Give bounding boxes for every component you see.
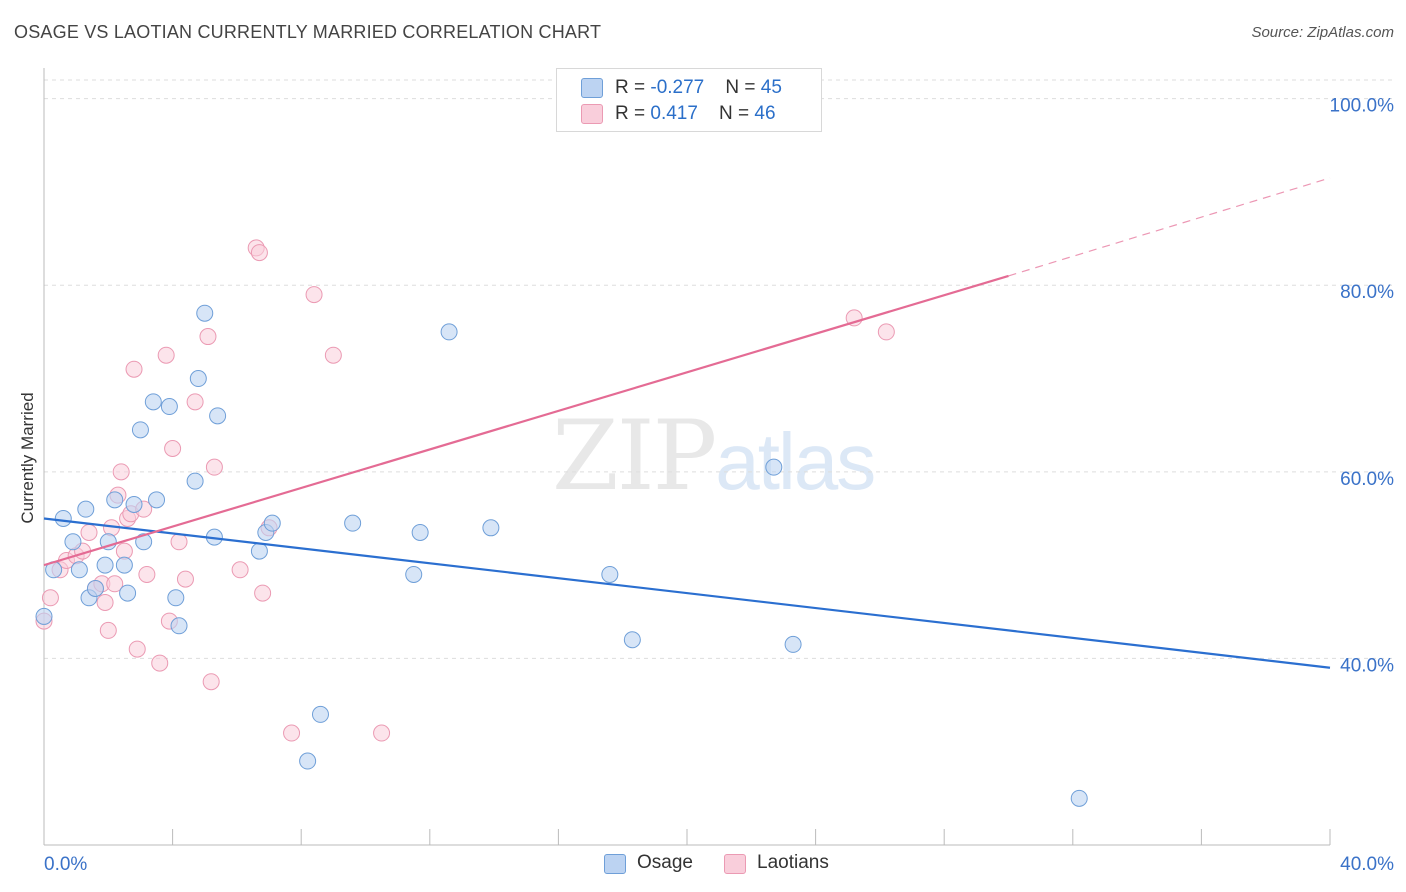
osage-n-value: 45	[760, 77, 782, 98]
laotians-trendline-extension	[1008, 177, 1331, 277]
osage-swatch	[581, 78, 603, 98]
osage-point	[411, 523, 429, 541]
osage-point	[167, 589, 185, 607]
x-tick-label: 40.0%	[1340, 854, 1394, 875]
laotians-point	[106, 575, 124, 593]
osage-point	[86, 579, 104, 597]
laotians-n-label: N =	[719, 103, 755, 124]
laotians-point	[254, 584, 272, 602]
laotians-point	[80, 523, 98, 541]
laotians-trendline	[43, 274, 1009, 567]
osage-point	[106, 491, 124, 509]
laotians-point	[128, 640, 146, 658]
watermark: ZIPatlas	[552, 400, 876, 512]
laotians-point	[186, 393, 204, 411]
osage-point	[263, 514, 281, 532]
osage-point	[135, 533, 153, 551]
osage-point	[119, 584, 137, 602]
laotians-point	[283, 724, 301, 742]
laotians-point	[112, 463, 130, 481]
x-tick-label: 0.0%	[44, 854, 87, 875]
source-label: Source: ZipAtlas.com	[1251, 24, 1394, 41]
laotians-n-value: 46	[754, 103, 776, 124]
osage-point	[405, 565, 423, 583]
bottom-legend-laotians-swatch	[724, 854, 746, 874]
laotians-point	[151, 654, 169, 672]
osage-point	[784, 635, 802, 653]
osage-point	[482, 519, 500, 537]
laotians-point	[41, 589, 59, 607]
laotians-point	[138, 565, 156, 583]
osage-r-label: R =	[615, 77, 651, 98]
osage-point	[131, 421, 149, 439]
laotians-swatch	[581, 104, 603, 124]
laotians-point	[250, 244, 268, 262]
osage-point	[189, 370, 207, 388]
osage-point	[601, 565, 619, 583]
watermark-zip: ZIP	[552, 400, 717, 512]
osage-trendline	[43, 517, 1331, 669]
osage-point	[64, 533, 82, 551]
osage-point	[144, 393, 162, 411]
laotians-point	[125, 360, 143, 378]
osage-point	[77, 500, 95, 518]
bottom-legend-laotians-label: Laotians	[757, 852, 829, 873]
laotians-point	[202, 673, 220, 691]
laotians-point	[877, 323, 895, 341]
osage-point	[170, 617, 188, 635]
osage-point	[186, 472, 204, 490]
osage-point	[96, 556, 114, 574]
osage-point	[299, 752, 317, 770]
laotians-point	[199, 328, 217, 346]
bottom-legend-osage-swatch	[604, 854, 626, 874]
chart-title: OSAGE VS LAOTIAN CURRENTLY MARRIED CORRE…	[14, 22, 602, 42]
osage-point	[35, 607, 53, 625]
osage-point	[623, 631, 641, 649]
osage-point	[70, 561, 88, 579]
y-tick-label: 60.0%	[1340, 469, 1394, 490]
y-tick-label: 40.0%	[1340, 655, 1394, 676]
laotians-r-label: R =	[615, 103, 651, 124]
laotians-point	[99, 621, 117, 639]
osage-point	[1070, 789, 1088, 807]
laotians-point	[96, 593, 114, 611]
osage-point	[344, 514, 362, 532]
osage-point	[99, 533, 117, 551]
laotians-point	[305, 286, 323, 304]
laotians-point	[164, 440, 182, 458]
laotians-point	[205, 458, 223, 476]
osage-point	[54, 509, 72, 527]
laotians-r-value: 0.417	[650, 103, 698, 124]
laotians-point	[157, 346, 175, 364]
osage-point	[148, 491, 166, 509]
osage-point	[440, 323, 458, 341]
laotians-point	[324, 346, 342, 364]
osage-point	[125, 495, 143, 513]
stats-legend: R = -0.277 N = 45 R = 0.417 N = 46	[556, 68, 822, 132]
osage-point	[196, 304, 214, 322]
laotians-point	[176, 570, 194, 588]
osage-n-label: N =	[725, 77, 761, 98]
osage-r-value: -0.277	[650, 77, 705, 98]
laotians-point	[170, 533, 188, 551]
osage-point	[115, 556, 133, 574]
osage-point	[209, 407, 227, 425]
y-axis-label: Currently Married	[18, 392, 37, 523]
osage-point	[250, 542, 268, 560]
osage-point	[765, 458, 783, 476]
watermark-atlas: atlas	[715, 417, 876, 506]
osage-point	[311, 705, 329, 723]
y-tick-label: 100.0%	[1330, 96, 1395, 117]
laotians-point	[373, 724, 391, 742]
osage-point	[160, 398, 178, 416]
bottom-legend-osage-label: Osage	[637, 852, 693, 873]
laotians-point	[231, 561, 249, 579]
y-tick-label: 80.0%	[1340, 282, 1394, 303]
